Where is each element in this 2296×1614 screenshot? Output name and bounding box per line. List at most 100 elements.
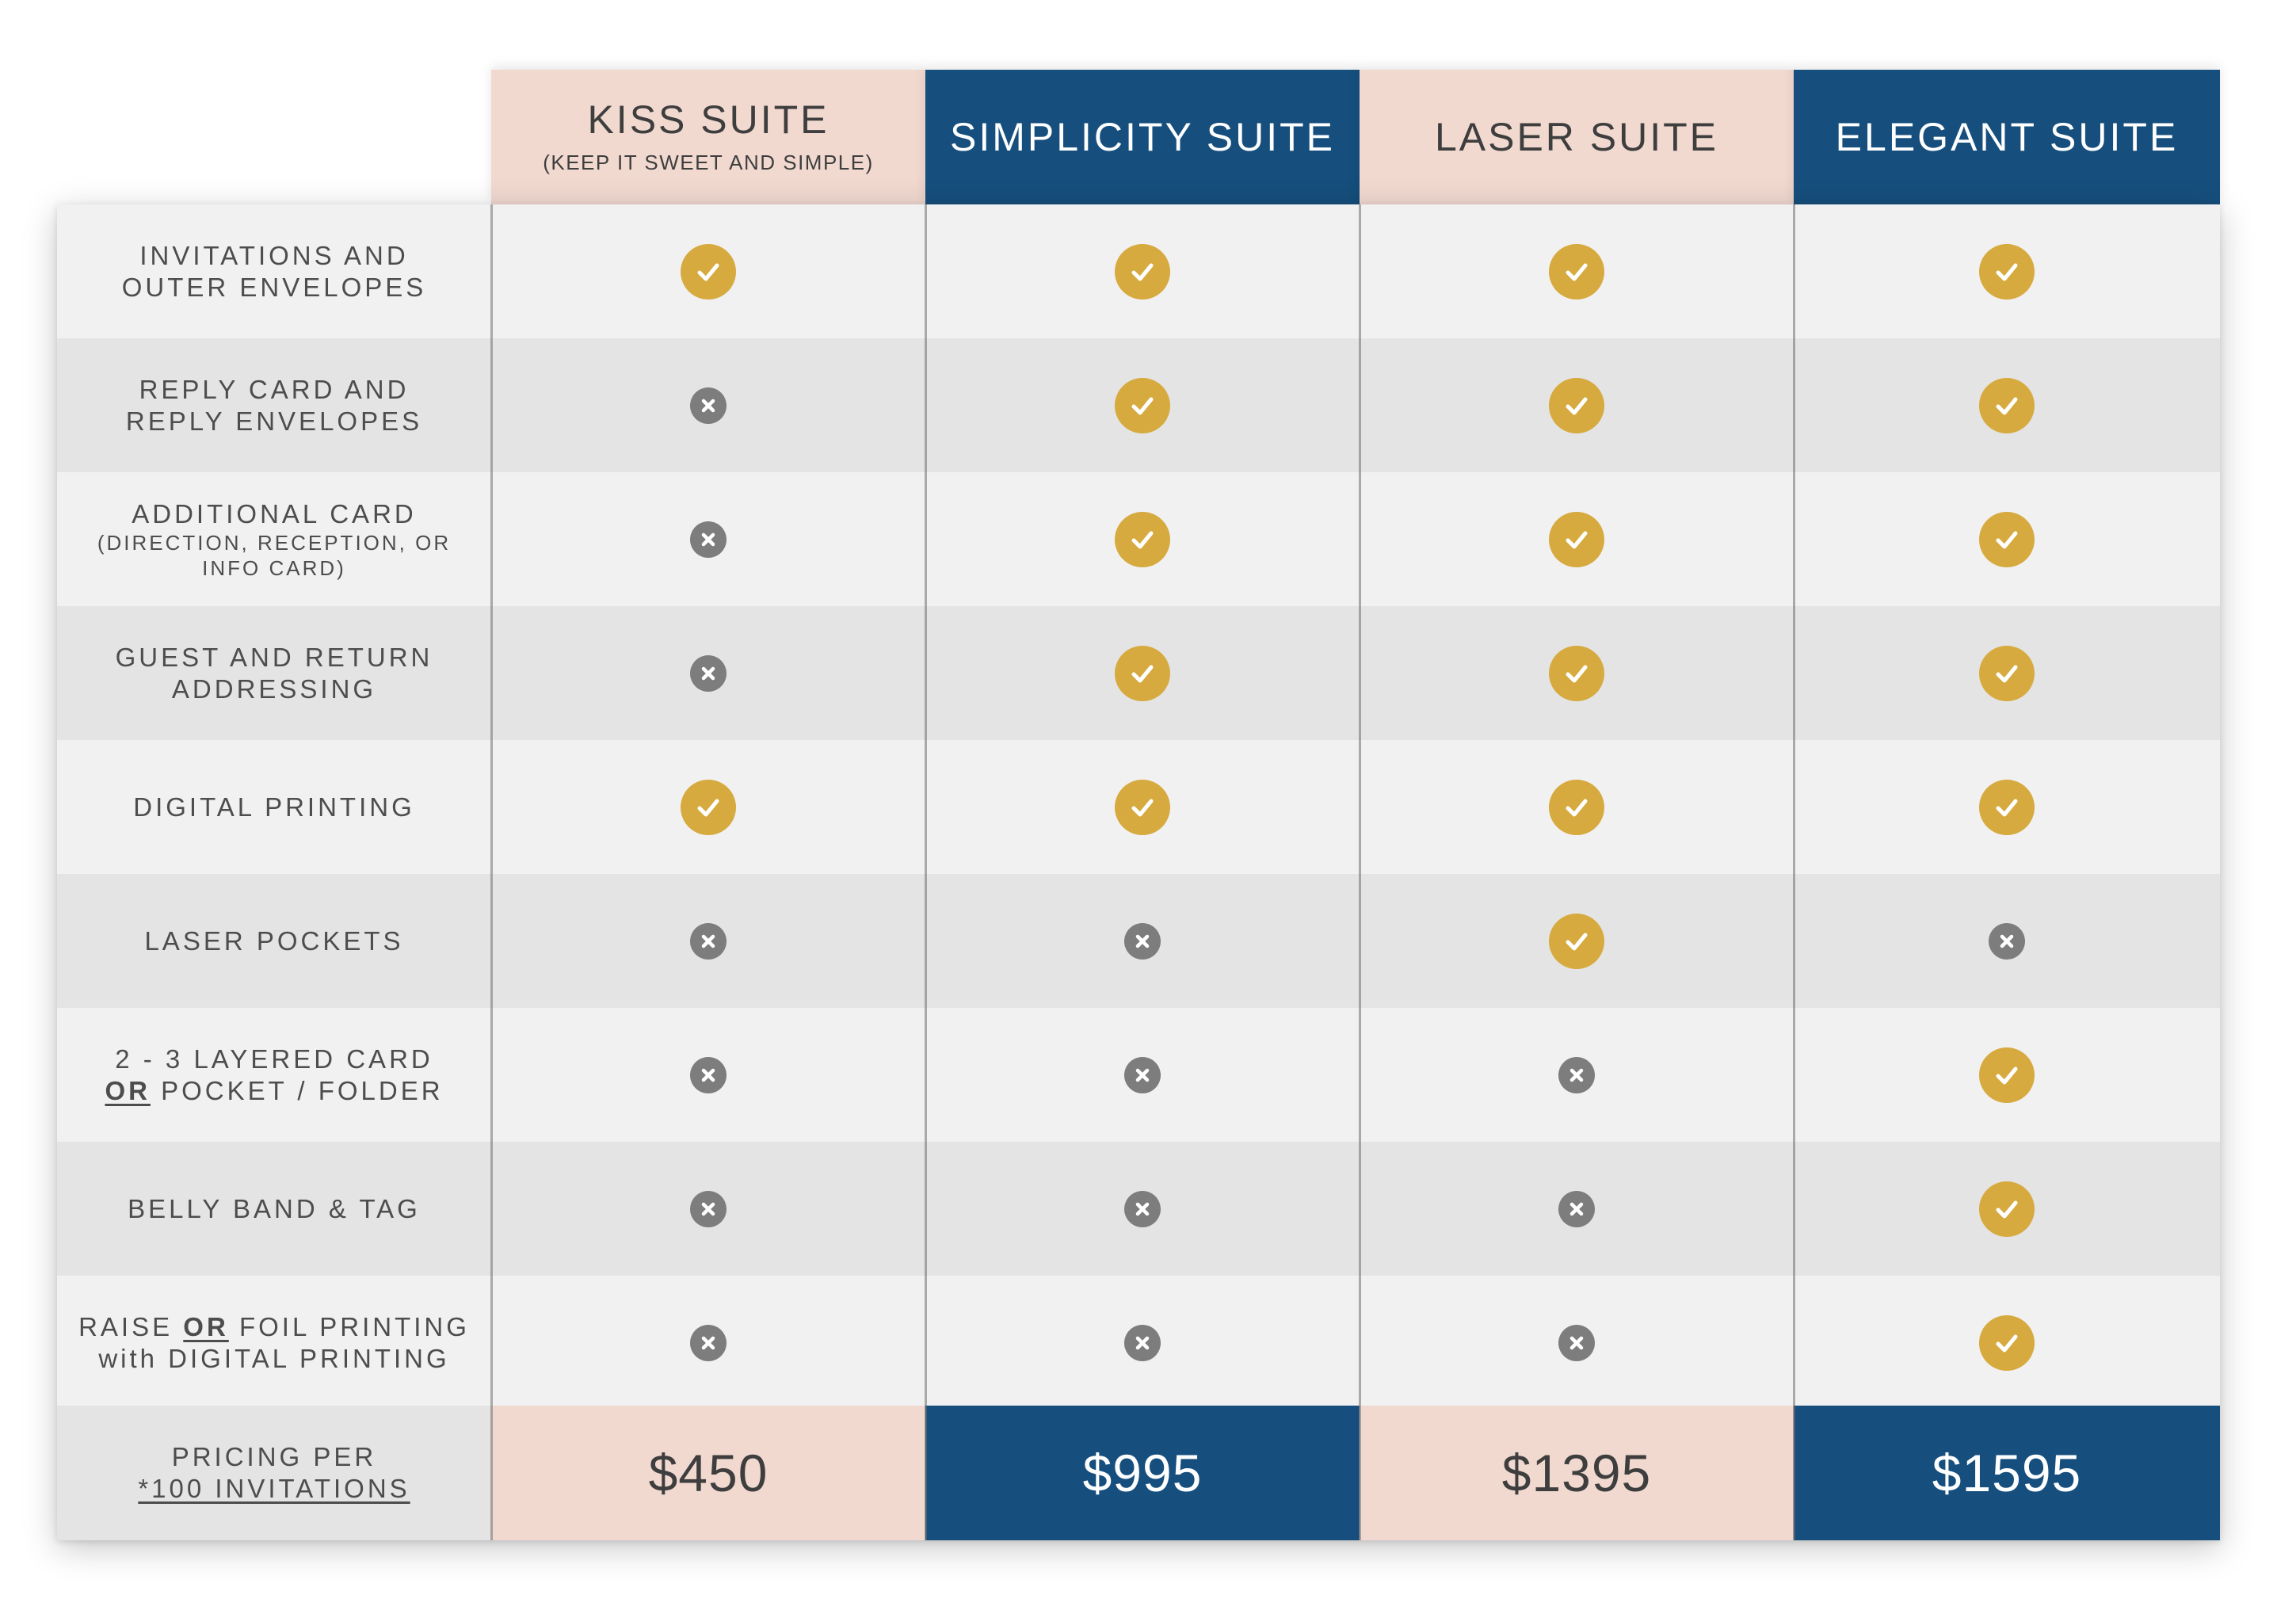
status-cell: [925, 204, 1360, 338]
check-circle-icon: [1979, 779, 2035, 835]
status-cell: [1360, 740, 1794, 874]
check-circle-icon: [1115, 645, 1170, 701]
price-value: $1595: [1932, 1444, 2082, 1502]
status-cell: [491, 1008, 925, 1142]
feature-label-line: LASER POCKETS: [144, 925, 404, 956]
status-cell: [1360, 1008, 1794, 1142]
status-cell: [925, 606, 1360, 740]
x-circle-icon: [1989, 922, 2025, 960]
price-laser-suite: $1395: [1360, 1406, 1794, 1540]
column-divider: [1793, 204, 1795, 1540]
x-circle-icon: [690, 1190, 727, 1227]
column-divider: [925, 204, 927, 1540]
feature-label-line: RAISE OR FOIL PRINTING: [78, 1311, 470, 1343]
feature-label-line: 2 - 3 LAYERED CARD: [115, 1044, 433, 1074]
check-circle-icon: [681, 243, 736, 300]
feature-row: GUEST AND RETURN ADDRESSING: [57, 606, 2220, 740]
underlined-word: OR: [105, 1075, 151, 1105]
feature-row: REPLY CARD AND REPLY ENVELOPES: [57, 338, 2220, 472]
check-circle-icon: [1979, 377, 2035, 433]
feature-label-text: POCKET / FOLDER: [150, 1075, 444, 1105]
status-cell: [491, 1142, 925, 1276]
x-circle-icon: [1558, 1324, 1595, 1361]
price-elegant-suite: $1595: [1794, 1406, 2220, 1540]
feature-row: RAISE OR FOIL PRINTING with DIGITAL PRIN…: [57, 1276, 2220, 1410]
x-circle-icon: [690, 654, 727, 692]
status-cell: [1794, 606, 2220, 740]
status-cell: [925, 874, 1360, 1008]
status-cell: [491, 740, 925, 874]
feature-label-line: INVITATIONS AND: [139, 240, 409, 270]
status-cell: [1360, 472, 1794, 606]
x-circle-icon: [1124, 1324, 1161, 1361]
price-value: $450: [648, 1444, 769, 1502]
status-cell: [1794, 472, 2220, 606]
feature-row: 2 - 3 LAYERED CARD OR POCKET / FOLDER: [57, 1008, 2220, 1142]
feature-row: LASER POCKETS: [57, 874, 2220, 1008]
check-circle-icon: [1549, 511, 1604, 567]
feature-row: INVITATIONS AND OUTER ENVELOPES: [57, 204, 2220, 338]
header-kiss-suite: KISS SUITE (KEEP IT SWEET AND SIMPLE): [491, 70, 925, 222]
x-circle-icon: [1558, 1190, 1595, 1227]
feature-label-text: FOIL PRINTING: [228, 1311, 470, 1341]
suite-subtitle: (KEEP IT SWEET AND SIMPLE): [543, 150, 874, 174]
feature-row: BELLY BAND & TAG: [57, 1142, 2220, 1276]
feature-label-subline: (DIRECTION, RECEPTION, OR: [97, 530, 452, 555]
pricing-label-line: *100 INVITATIONS: [138, 1473, 410, 1505]
status-cell: [1794, 1008, 2220, 1142]
feature-label-text: RAISE: [78, 1311, 184, 1341]
check-circle-icon: [1979, 511, 2035, 567]
check-circle-icon: [1549, 377, 1604, 433]
feature-label-line: ADDRESSING: [171, 673, 377, 704]
feature-label: DIGITAL PRINTING: [57, 740, 491, 874]
x-circle-icon: [690, 521, 727, 558]
status-cell: [1360, 204, 1794, 338]
price-value: $1395: [1501, 1444, 1652, 1502]
status-cell: [491, 606, 925, 740]
header-laser-suite: LASER SUITE: [1360, 70, 1794, 222]
status-cell: [491, 472, 925, 606]
check-circle-icon: [1549, 243, 1604, 300]
suite-name: ELEGANT SUITE: [1835, 115, 2179, 159]
status-cell: [1360, 874, 1794, 1008]
check-circle-icon: [1115, 377, 1170, 433]
feature-label: RAISE OR FOIL PRINTING with DIGITAL PRIN…: [57, 1276, 491, 1410]
status-cell: [1360, 338, 1794, 472]
pricing-label-underlined: *100 INVITATIONS: [138, 1474, 410, 1503]
x-circle-icon: [1124, 922, 1161, 960]
check-circle-icon: [1979, 1181, 2035, 1237]
status-cell: [1794, 338, 2220, 472]
underlined-word: OR: [183, 1311, 229, 1341]
x-circle-icon: [690, 387, 727, 424]
status-cell: [925, 1142, 1360, 1276]
feature-label-line: REPLY CARD AND: [139, 374, 410, 404]
suite-name: KISS SUITE: [587, 97, 830, 142]
feature-label-line: OUTER ENVELOPES: [121, 272, 427, 302]
status-cell: [1794, 740, 2220, 874]
check-circle-icon: [681, 779, 736, 835]
feature-row: DIGITAL PRINTING: [57, 740, 2220, 874]
status-cell: [1794, 1142, 2220, 1276]
status-cell: [491, 874, 925, 1008]
status-cell: [1360, 1276, 1794, 1410]
feature-label: GUEST AND RETURN ADDRESSING: [57, 606, 491, 740]
suite-name: LASER SUITE: [1434, 115, 1719, 159]
status-cell: [1794, 874, 2220, 1008]
feature-label-line: REPLY ENVELOPES: [125, 406, 423, 436]
feature-label: INVITATIONS AND OUTER ENVELOPES: [57, 204, 491, 338]
feature-label: ADDITIONAL CARD (DIRECTION, RECEPTION, O…: [57, 472, 491, 606]
price-kiss-suite: $450: [491, 1406, 925, 1540]
feature-label: BELLY BAND & TAG: [57, 1142, 491, 1276]
status-cell: [491, 338, 925, 472]
feature-label-line: BELLY BAND & TAG: [128, 1193, 421, 1223]
status-cell: [1794, 1276, 2220, 1410]
feature-row: ADDITIONAL CARD (DIRECTION, RECEPTION, O…: [57, 472, 2220, 606]
status-cell: [491, 204, 925, 338]
status-cell: [925, 1276, 1360, 1410]
pricing-label-line: PRICING PER: [171, 1442, 377, 1471]
status-cell: [925, 472, 1360, 606]
check-circle-icon: [1115, 511, 1170, 567]
status-cell: [925, 740, 1360, 874]
feature-label-line: with DIGITAL PRINTING: [98, 1343, 450, 1373]
x-circle-icon: [690, 1324, 727, 1361]
